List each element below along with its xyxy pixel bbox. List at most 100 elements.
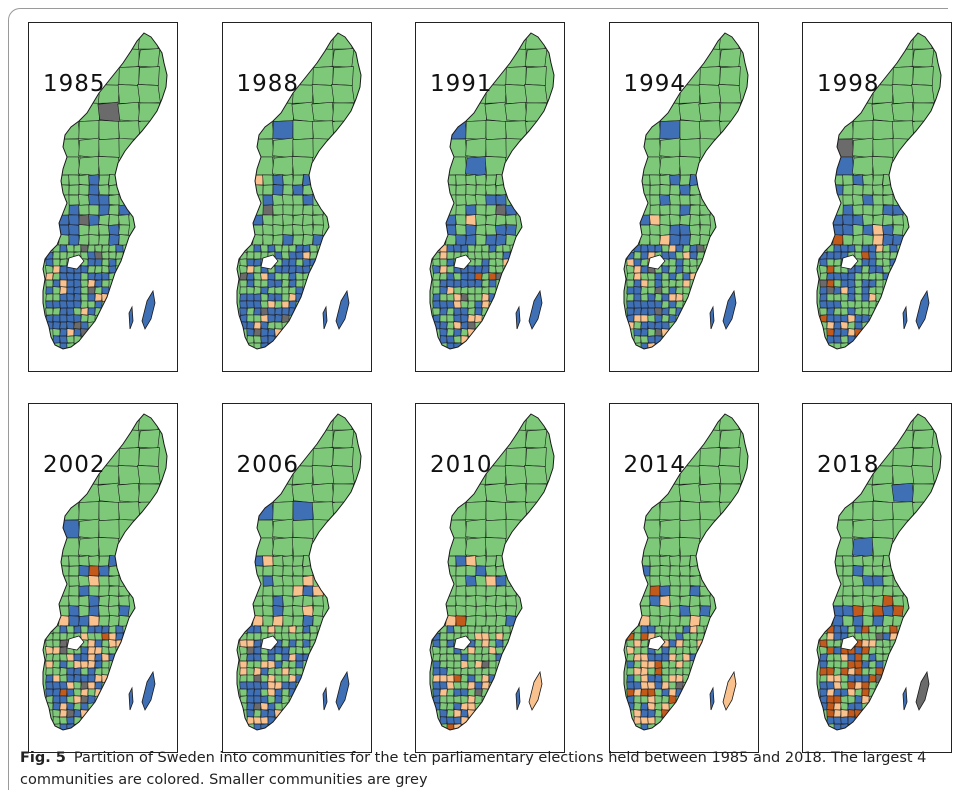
municipality-green <box>331 66 354 86</box>
municipality-green <box>638 519 661 539</box>
municipality-green <box>660 660 670 669</box>
municipality-blue <box>840 314 849 323</box>
municipality-green <box>280 639 290 648</box>
municipality-blue <box>273 279 283 288</box>
municipality-green <box>678 565 691 577</box>
municipality-green <box>852 234 864 246</box>
municipality-green <box>301 204 314 216</box>
municipality-peach <box>446 286 455 295</box>
municipality-rust <box>59 688 68 697</box>
municipality-green <box>439 653 448 662</box>
municipality-blue <box>246 293 254 302</box>
municipality-rust <box>847 681 856 690</box>
municipality-green <box>638 156 661 176</box>
municipality-green <box>659 565 670 577</box>
country-outline <box>622 413 749 731</box>
municipality-blue <box>625 307 635 316</box>
municipality-green <box>861 300 870 309</box>
municipality-green <box>819 307 828 316</box>
municipality-green <box>485 555 497 567</box>
municipality-peach <box>872 224 884 236</box>
municipality-green <box>271 501 294 521</box>
municipality-green <box>253 251 261 260</box>
municipality-green <box>88 555 100 567</box>
municipality-blue <box>432 300 441 309</box>
year-label: 2006 <box>236 452 300 478</box>
municipality-blue <box>66 688 75 697</box>
municipality-green <box>639 286 649 295</box>
municipality-blue <box>432 660 441 669</box>
municipality-green <box>868 625 877 634</box>
municipality-blue <box>267 272 275 281</box>
municipality-green <box>660 244 670 253</box>
municipality-blue <box>465 234 477 246</box>
municipality-peach <box>260 660 268 669</box>
municipality-rust <box>826 695 835 704</box>
municipality-green <box>98 234 110 246</box>
municipality-green <box>311 595 324 607</box>
municipality-green <box>68 575 80 587</box>
municipality-blue <box>280 265 290 274</box>
municipality-blue <box>45 681 54 690</box>
municipality-blue <box>87 293 96 302</box>
municipality-green <box>481 646 490 655</box>
municipality-blue <box>847 279 856 288</box>
municipality-blue <box>68 214 80 226</box>
municipality-peach <box>639 716 649 725</box>
municipality-green <box>446 660 455 669</box>
municipality-green <box>718 414 741 431</box>
municipality-blue <box>475 565 487 577</box>
municipality-blue <box>646 625 656 634</box>
municipality-peach <box>45 660 54 669</box>
municipality-green <box>281 214 294 226</box>
municipality-green <box>266 321 276 330</box>
municipality-green <box>467 244 476 253</box>
municipality-green <box>872 519 894 539</box>
municipality-green <box>718 33 741 50</box>
municipality-peach <box>252 174 263 186</box>
municipality-blue <box>94 639 103 648</box>
municipality-blue <box>94 653 103 662</box>
municipality-blue <box>632 328 642 337</box>
municipality-blue <box>272 174 283 186</box>
municipality-green <box>66 660 75 669</box>
municipality-green <box>57 156 81 176</box>
municipality-green <box>892 214 904 226</box>
municipality-green <box>446 653 455 662</box>
municipality-green <box>502 625 511 634</box>
municipality-peach <box>481 681 490 690</box>
municipality-grey <box>674 681 684 690</box>
municipality-green <box>59 258 68 267</box>
municipality-green <box>87 244 96 253</box>
municipality-blue <box>439 667 448 676</box>
municipality-green <box>475 224 487 236</box>
municipality-blue <box>464 155 488 177</box>
municipality-green <box>668 667 676 676</box>
municipality-green <box>485 204 497 216</box>
municipality-rust <box>826 702 835 711</box>
municipality-green <box>688 554 701 568</box>
sweden-map-2014 <box>622 413 749 731</box>
municipality-blue <box>847 286 856 295</box>
municipality-green <box>678 482 701 504</box>
municipality-green <box>446 667 455 676</box>
municipality-rust <box>868 674 877 683</box>
municipality-green <box>98 174 110 186</box>
municipality-peach <box>301 605 314 617</box>
municipality-green <box>911 84 935 104</box>
municipality-green <box>446 251 455 260</box>
municipality-blue <box>833 244 842 253</box>
municipality-peach <box>840 709 849 718</box>
municipality-green <box>98 138 120 158</box>
municipality-green <box>108 625 117 634</box>
municipality-peach <box>291 585 304 597</box>
municipality-green <box>57 138 81 158</box>
municipality-peach <box>660 681 670 690</box>
municipality-green <box>432 258 441 267</box>
oland-island <box>515 305 521 330</box>
municipality-green <box>311 84 334 104</box>
municipality-blue <box>59 314 68 323</box>
municipality-green <box>467 307 476 316</box>
municipality-green <box>238 265 248 274</box>
municipality-green <box>674 300 684 309</box>
